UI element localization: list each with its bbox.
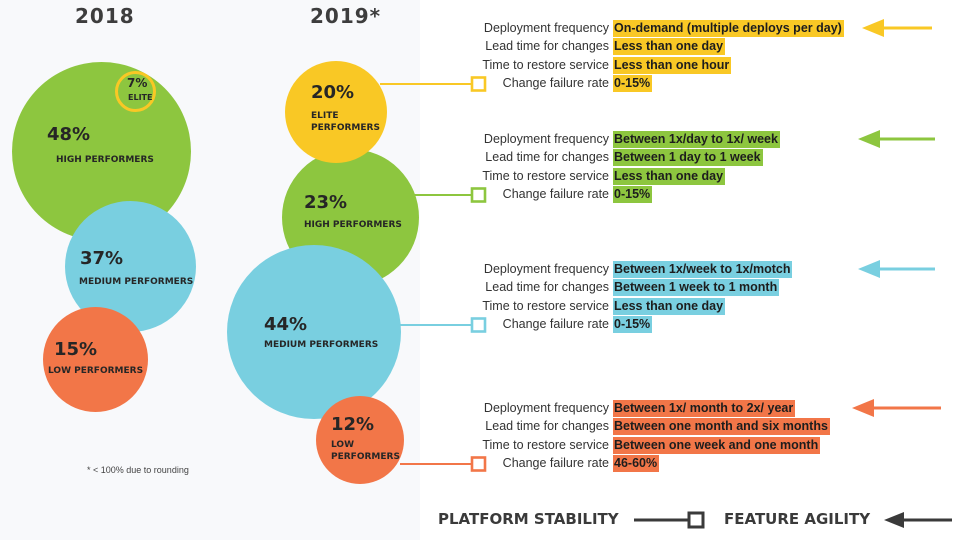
metric-row: Deployment frequency <box>0 400 609 417</box>
bubble-2019-low <box>316 396 404 484</box>
pct-2019-high: 23% <box>304 192 348 213</box>
metric-label: Deployment frequency <box>483 262 609 276</box>
bubble-2019-elite <box>285 61 387 163</box>
elite-stability-marker <box>470 76 487 92</box>
high-lead-value: Between 1 day to 1 week <box>613 149 763 166</box>
medium-stability-marker <box>470 317 487 333</box>
year-2018-heading: 2018 <box>75 4 135 28</box>
low-deploy-value: Between 1x/ month to 2x/ year <box>613 400 796 417</box>
bubble-2018-elite <box>115 71 156 112</box>
metric-row: Time to restore service <box>0 57 609 74</box>
metric-row: Lead time for changes <box>0 279 609 296</box>
pct-2018-high: 48% <box>47 124 91 145</box>
elite-deploy-value: On-demand (multiple deploys per day) <box>613 20 844 37</box>
year-2019-heading: 2019* <box>310 4 382 28</box>
label-2019-high: HIGH PERFORMERS <box>304 220 402 230</box>
medium-failure-value: 0-15% <box>613 316 653 333</box>
metric-row: Deployment frequency <box>0 131 609 148</box>
low-agility-arrow <box>852 399 941 417</box>
metric-label: Lead time for changes <box>485 419 609 433</box>
metric-label: Lead time for changes <box>485 280 609 294</box>
metric-row: Time to restore service <box>0 168 609 185</box>
label-2018-elite: ELITE <box>128 93 153 102</box>
pct-2019-medium: 44% <box>264 314 308 335</box>
high-stability-marker <box>470 187 487 203</box>
high-agility-arrow <box>858 130 935 148</box>
metric-row: Lead time for changes <box>0 38 609 55</box>
metric-label: Deployment frequency <box>483 401 609 415</box>
metric-row: Deployment frequency <box>0 261 609 278</box>
high-failure-value: 0-15% <box>613 186 653 203</box>
metric-label: Lead time for changes <box>485 150 609 164</box>
metric-label: Deployment frequency <box>483 21 609 35</box>
metric-label: Change failure rate <box>502 456 609 470</box>
elite-lead-value: Less than one day <box>613 38 726 55</box>
low-failure-value: 46-60% <box>613 455 660 472</box>
footnote: * < 100% due to rounding <box>87 465 189 475</box>
metric-label: Lead time for changes <box>485 39 609 53</box>
pct-2018-elite: 7% <box>127 76 148 90</box>
metric-row: Deployment frequency <box>0 20 609 37</box>
label-2019-medium: MEDIUM PERFORMERS <box>264 340 379 350</box>
label-2019-elite-line2: PERFORMERS <box>311 123 380 133</box>
elite-agility-arrow <box>862 19 932 37</box>
low-lead-value: Between one month and six months <box>613 418 830 435</box>
pct-2019-elite: 20% <box>311 82 355 103</box>
metric-label: Time to restore service <box>482 299 609 313</box>
pct-2018-medium: 37% <box>80 248 124 269</box>
legend-stability-glyph <box>634 511 705 529</box>
metric-row: Lead time for changes <box>0 149 609 166</box>
low-restore-value: Between one week and one month <box>613 437 821 454</box>
metric-label: Time to restore service <box>482 169 609 183</box>
high-deploy-value: Between 1x/day to 1x/ week <box>613 131 780 148</box>
metric-row: Change failure rate <box>0 75 609 92</box>
legend-agility-glyph <box>884 512 952 528</box>
pct-2019-low: 12% <box>331 414 375 435</box>
metric-label: Time to restore service <box>482 438 609 452</box>
elite-failure-value: 0-15% <box>613 75 653 92</box>
medium-lead-value: Between 1 week to 1 month <box>613 279 780 296</box>
metric-label: Time to restore service <box>482 58 609 72</box>
medium-deploy-value: Between 1x/week to 1x/motch <box>613 261 793 278</box>
metric-row: Time to restore service <box>0 298 609 315</box>
legend-feature-agility: FEATURE AGILITY <box>724 510 871 528</box>
metric-label: Deployment frequency <box>483 132 609 146</box>
metric-row: Change failure rate <box>0 186 609 203</box>
high-restore-value: Less than one day <box>613 168 726 185</box>
label-2018-medium: MEDIUM PERFORMERS <box>79 277 194 287</box>
bubble-2019-medium <box>227 245 401 419</box>
metric-row: Change failure rate <box>0 455 609 472</box>
label-2019-elite-line1: ELITE <box>311 111 339 121</box>
medium-agility-arrow <box>858 260 935 278</box>
label-2018-high: HIGH PERFORMERS <box>56 155 154 165</box>
label-2019-low-line1: LOW <box>331 440 354 450</box>
medium-restore-value: Less than one day <box>613 298 726 315</box>
label-2018-low: LOW PERFORMERS <box>48 366 144 376</box>
low-stability-marker <box>470 456 487 472</box>
elite-restore-value: Less than one hour <box>613 57 732 74</box>
legend-platform-stability: PLATFORM STABILITY <box>438 510 619 528</box>
metric-row: Change failure rate <box>0 316 609 333</box>
metric-label: Change failure rate <box>502 76 609 90</box>
label-2019-low-line2: PERFORMERS <box>331 452 400 462</box>
metric-row: Time to restore service <box>0 437 609 454</box>
bubble-2018-low <box>43 307 148 412</box>
metric-label: Change failure rate <box>502 317 609 331</box>
metric-label: Change failure rate <box>502 187 609 201</box>
pct-2018-low: 15% <box>54 339 98 360</box>
metric-row: Lead time for changes <box>0 418 609 435</box>
